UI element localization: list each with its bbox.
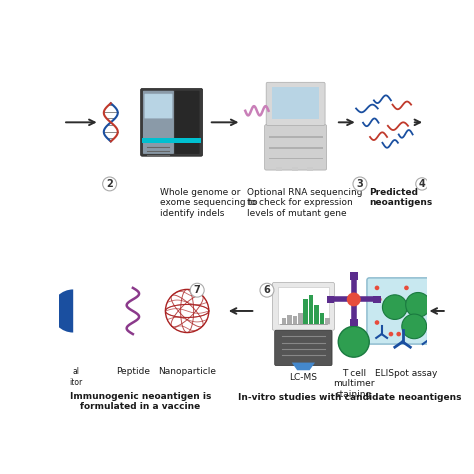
Text: ELISpot assay: ELISpot assay: [375, 369, 438, 378]
Bar: [298, 312, 302, 324]
Text: 4: 4: [419, 179, 425, 189]
Bar: [268, 136, 323, 138]
Bar: [350, 273, 357, 280]
Bar: [276, 167, 283, 171]
Text: LC-MS: LC-MS: [289, 373, 318, 382]
Bar: [314, 305, 319, 324]
Circle shape: [389, 332, 393, 337]
Circle shape: [404, 285, 409, 290]
Bar: [303, 300, 308, 324]
Text: 7: 7: [194, 285, 201, 295]
Text: Peptide: Peptide: [116, 367, 150, 376]
FancyBboxPatch shape: [278, 287, 329, 324]
Bar: [142, 138, 201, 143]
FancyBboxPatch shape: [141, 89, 202, 156]
Wedge shape: [52, 290, 73, 333]
Bar: [287, 315, 292, 324]
Bar: [282, 318, 286, 324]
Bar: [327, 296, 334, 303]
Bar: [319, 313, 324, 324]
Circle shape: [406, 292, 430, 317]
FancyBboxPatch shape: [273, 283, 334, 330]
FancyBboxPatch shape: [266, 82, 325, 126]
Bar: [309, 295, 313, 324]
Circle shape: [428, 330, 432, 335]
Text: 3: 3: [356, 179, 364, 189]
FancyBboxPatch shape: [175, 91, 200, 154]
Circle shape: [416, 178, 428, 190]
Bar: [307, 167, 313, 171]
Circle shape: [396, 332, 401, 337]
Text: Whole genome or
exome sequencing to
identify indels: Whole genome or exome sequencing to iden…: [160, 188, 258, 218]
Polygon shape: [292, 363, 315, 370]
Circle shape: [353, 177, 367, 191]
Bar: [268, 147, 323, 148]
Circle shape: [431, 293, 436, 298]
Circle shape: [338, 327, 369, 357]
Circle shape: [103, 177, 117, 191]
Text: Predicted
neoantigens: Predicted neoantigens: [369, 188, 432, 207]
Text: Optional RNA sequencing
to check for expression
levels of mutant gene: Optional RNA sequencing to check for exp…: [247, 188, 362, 218]
Circle shape: [402, 314, 427, 339]
FancyBboxPatch shape: [143, 91, 174, 154]
FancyBboxPatch shape: [264, 125, 327, 170]
Text: 6: 6: [264, 285, 270, 295]
Text: In-vitro studies with candidate neoantigens: In-vitro studies with candidate neoantig…: [238, 393, 462, 402]
Circle shape: [374, 285, 379, 290]
Circle shape: [383, 295, 407, 319]
Text: Nanoparticle: Nanoparticle: [158, 367, 216, 376]
Circle shape: [347, 292, 361, 306]
Text: al
itor: al itor: [70, 367, 83, 387]
Bar: [373, 296, 381, 303]
Text: Immunogenic neoantigen is
formulated in a vaccine: Immunogenic neoantigen is formulated in …: [70, 392, 211, 411]
Bar: [325, 318, 330, 324]
Bar: [350, 319, 357, 327]
Circle shape: [377, 297, 382, 302]
Circle shape: [374, 320, 379, 325]
Circle shape: [431, 282, 436, 286]
FancyBboxPatch shape: [273, 87, 319, 119]
Text: 2: 2: [106, 179, 113, 189]
Circle shape: [260, 283, 274, 297]
Text: T cell
multimer
staining: T cell multimer staining: [333, 369, 374, 399]
Bar: [292, 316, 297, 324]
Bar: [268, 158, 323, 159]
Circle shape: [190, 283, 204, 297]
FancyBboxPatch shape: [367, 278, 446, 344]
FancyBboxPatch shape: [145, 94, 173, 118]
Bar: [292, 167, 298, 171]
Circle shape: [434, 316, 438, 321]
FancyBboxPatch shape: [275, 330, 332, 365]
